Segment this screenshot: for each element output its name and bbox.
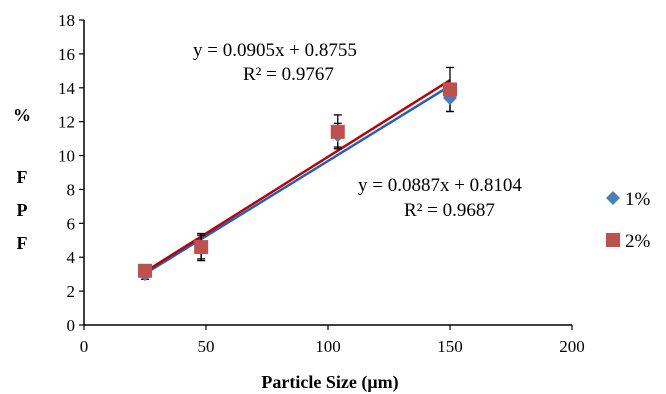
y-tick-label: 0 bbox=[67, 316, 76, 335]
y-axis-label-2: F bbox=[17, 167, 28, 187]
x-tick-label: 150 bbox=[437, 337, 463, 356]
y-tick-label: 6 bbox=[67, 214, 76, 233]
legend-label-2pct: 2% bbox=[625, 231, 651, 252]
axes: 0 2 4 6 8 10 12 14 16 18 0 50 100 150 200 bbox=[58, 11, 585, 356]
y-axis-label-4: F bbox=[17, 233, 28, 253]
y-tick-label: 14 bbox=[58, 79, 76, 98]
x-tick-label: 0 bbox=[80, 337, 89, 356]
equation-2pct: y = 0.0905x + 0.8755 bbox=[193, 40, 357, 61]
point-2pct bbox=[443, 82, 457, 97]
legend-marker-2pct bbox=[606, 233, 620, 247]
point-2pct bbox=[330, 124, 345, 139]
legend: 1% 2% bbox=[606, 189, 651, 252]
point-2pct bbox=[138, 263, 152, 278]
y-tick-label: 4 bbox=[67, 248, 76, 267]
legend-marker-1pct bbox=[606, 191, 620, 205]
x-axis-label: Particle Size (μm) bbox=[261, 372, 398, 393]
data-markers bbox=[138, 82, 457, 282]
equation-1pct: y = 0.0887x + 0.8104 bbox=[358, 175, 522, 196]
y-axis-label-1: % bbox=[13, 105, 31, 125]
x-tick-label: 200 bbox=[559, 337, 585, 356]
r2-2pct: R² = 0.9767 bbox=[243, 64, 334, 85]
y-tick-label: 2 bbox=[67, 282, 76, 301]
y-axis-label-3: P bbox=[17, 200, 28, 220]
y-tick-label: 10 bbox=[58, 147, 75, 166]
y-tick-label: 18 bbox=[58, 11, 75, 30]
y-tick-label: 16 bbox=[58, 45, 75, 64]
legend-label-1pct: 1% bbox=[625, 189, 651, 210]
point-2pct bbox=[194, 240, 209, 255]
x-tick-label: 50 bbox=[198, 337, 215, 356]
trendline-2pct bbox=[144, 79, 451, 273]
r2-1pct: R² = 0.9687 bbox=[404, 200, 495, 221]
x-tick-label: 100 bbox=[315, 337, 341, 356]
y-tick-label: 8 bbox=[67, 180, 76, 199]
y-tick-label: 12 bbox=[58, 113, 75, 132]
